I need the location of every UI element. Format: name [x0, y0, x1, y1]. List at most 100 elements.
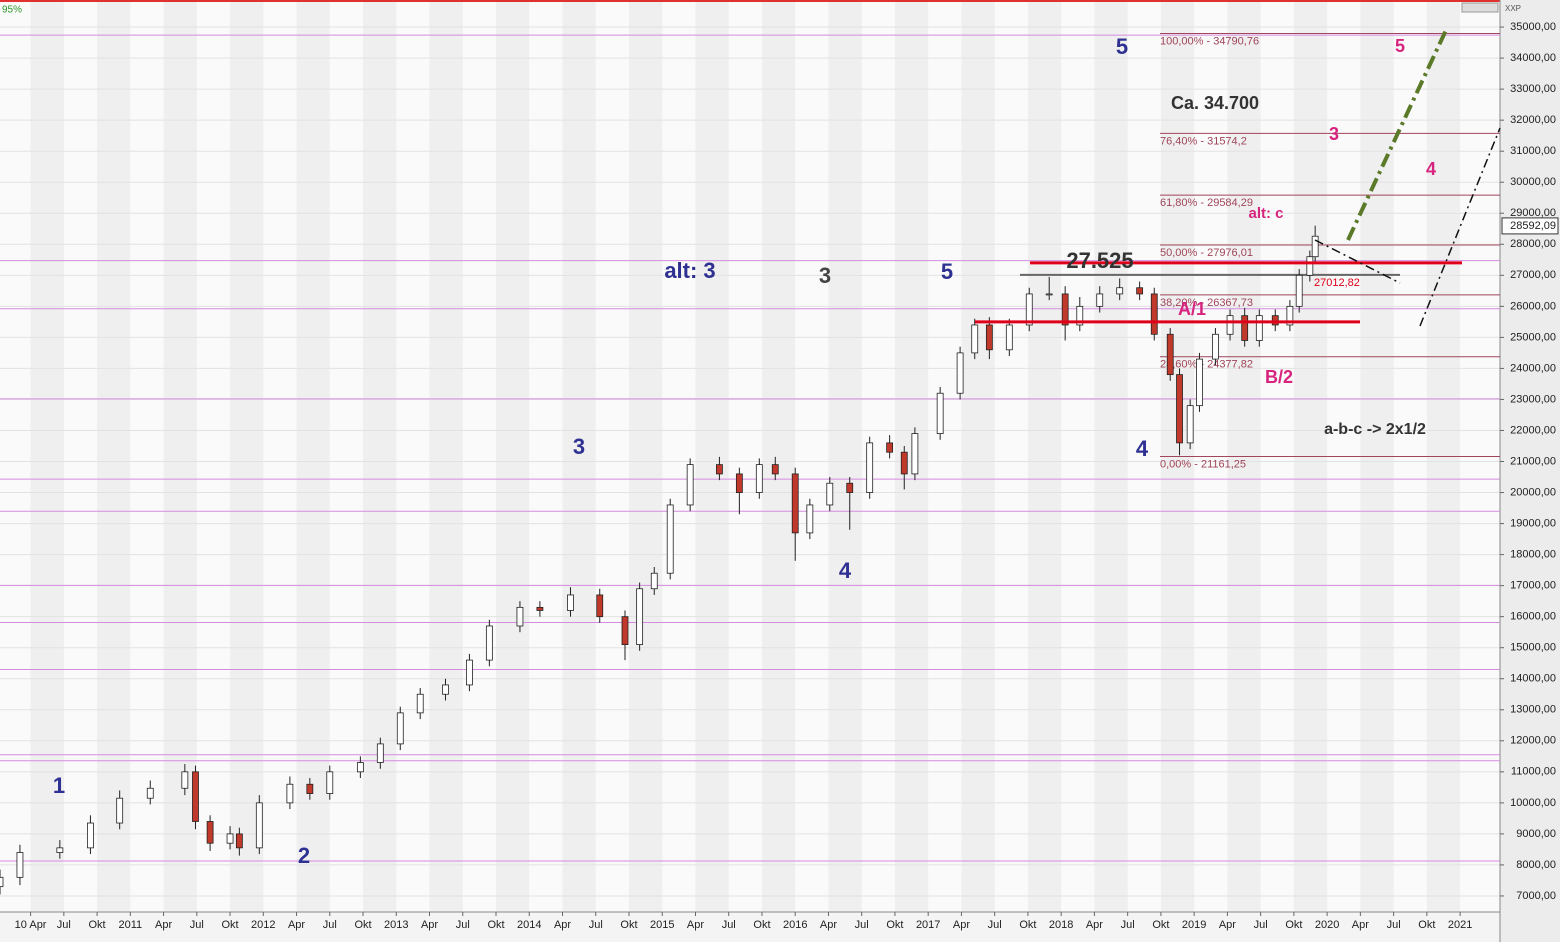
band: [1160, 0, 1195, 912]
x-tick-label: Okt: [221, 919, 238, 931]
candle-body: [666, 504, 674, 574]
candle-body: [466, 659, 473, 686]
candle-body: [1096, 293, 1104, 307]
candle-body: [686, 464, 694, 506]
x-tick-label: Jul: [988, 919, 1002, 931]
wave-label: Ca. 34.700: [1171, 93, 1259, 113]
band: [496, 0, 530, 912]
x-tick-label: Okt: [487, 919, 504, 931]
band: [961, 0, 995, 912]
projection-line: [1314, 239, 1401, 284]
x-tick-label: Okt: [753, 919, 770, 931]
candle-body: [1025, 293, 1033, 326]
x-tick-label: 2011: [118, 919, 142, 931]
candle-body: [956, 352, 964, 394]
band: [1293, 0, 1328, 912]
candle-body: [146, 787, 154, 799]
fib-label: 23,60% - 24377,82: [1160, 359, 1253, 371]
candle-body: [376, 743, 384, 763]
x-tick-label: Jul: [190, 919, 204, 931]
candle-body: [735, 473, 743, 493]
wave-label: 4: [1426, 159, 1436, 179]
x-tick-label: Jul: [1121, 919, 1135, 931]
y-tick-label: 24000,00: [1510, 362, 1556, 374]
x-tick-label: 2013: [384, 919, 408, 931]
wave-label: a-b-c -> 2x1/2: [1324, 421, 1426, 438]
projection-line: [1346, 27, 1449, 241]
plot-area: 100,00% - 34790,76 76,40% - 31574,2 61,80%…: [0, 33, 1500, 895]
wave-label: 1: [53, 773, 65, 798]
x-tick-label: Okt: [1152, 919, 1169, 931]
candle-body: [1196, 358, 1203, 407]
projection-line: [1419, 127, 1501, 327]
gray-label: 27012,82: [1314, 277, 1360, 289]
zoom-label: 95%: [2, 5, 22, 16]
candle-body: [192, 771, 199, 822]
candle-body: [716, 464, 723, 475]
wave-label: alt: c: [1248, 205, 1283, 222]
candle-body: [911, 433, 919, 475]
band: [296, 0, 330, 912]
plot-background: [0, 0, 1500, 912]
band: [1360, 0, 1394, 912]
x-tick-label: 2020: [1315, 919, 1339, 931]
y-tick-label: 11000,00: [1511, 766, 1556, 778]
y-tick-label: 23000,00: [1510, 393, 1556, 405]
y-tick-label: 13000,00: [1510, 704, 1556, 716]
x-tick-label: 2014: [517, 919, 541, 931]
y-tick-label: 33000,00: [1510, 83, 1556, 95]
wave-label: alt: 3: [664, 258, 715, 283]
candle-body: [1226, 315, 1234, 335]
y-tick-label: 35000,00: [1510, 21, 1556, 33]
candle-body: [1271, 315, 1279, 326]
wave-label: 4: [839, 558, 852, 583]
x-tick-label: Jul: [456, 919, 470, 931]
x-tick-label: Okt: [620, 919, 637, 931]
candle-body: [985, 324, 993, 351]
candle-body: [1045, 293, 1053, 296]
candle-body: [442, 684, 449, 695]
y-tick-label: 34000,00: [1510, 52, 1556, 64]
candle-body: [806, 504, 814, 534]
x-tick-label: 2016: [783, 919, 807, 931]
x-tick-label: Apr: [1086, 919, 1103, 931]
y-tick-label: 18000,00: [1510, 549, 1556, 561]
y-tick-label: 21000,00: [1510, 455, 1556, 467]
candle-body: [286, 783, 294, 804]
candle-body: [791, 473, 799, 534]
x-tick-label: Okt: [886, 919, 903, 931]
wave-label: 3: [573, 434, 585, 459]
band: [1426, 0, 1461, 912]
window-controls[interactable]: [1461, 2, 1499, 13]
candle-body: [1116, 287, 1124, 295]
candle-body: [1306, 256, 1314, 276]
wave-label: 3: [1329, 124, 1339, 144]
candle-body: [1005, 324, 1013, 351]
wave-label: 4: [1136, 436, 1149, 461]
candle-body: [56, 847, 64, 853]
candle-body: [650, 572, 658, 590]
candle-body: [1255, 315, 1263, 341]
y-tick-label: 31000,00: [1510, 145, 1556, 157]
candle-body: [226, 833, 234, 844]
wave-label: 27.525: [1066, 248, 1133, 273]
x-tick-label: 2017: [916, 919, 940, 931]
fib-label: 50,00% - 27976,01: [1160, 247, 1253, 259]
wave-label: 3: [819, 263, 831, 288]
candle-body: [1311, 235, 1319, 258]
x-tick-label: Apr: [155, 919, 172, 931]
candle-body: [1166, 333, 1174, 376]
wave-label: A/1: [1178, 299, 1206, 319]
x-tick-label: Okt: [1418, 919, 1435, 931]
candle-body: [181, 771, 189, 789]
candle-body: [1136, 287, 1144, 295]
candle-body: [356, 762, 364, 773]
band: [1227, 0, 1261, 912]
wave-label: 5: [941, 259, 953, 284]
candle-body: [116, 797, 124, 824]
band: [97, 0, 131, 912]
band: [562, 0, 596, 912]
x-tick-label: Jul: [1254, 919, 1268, 931]
fib-label: 38,20% - 26367,73: [1160, 297, 1253, 309]
